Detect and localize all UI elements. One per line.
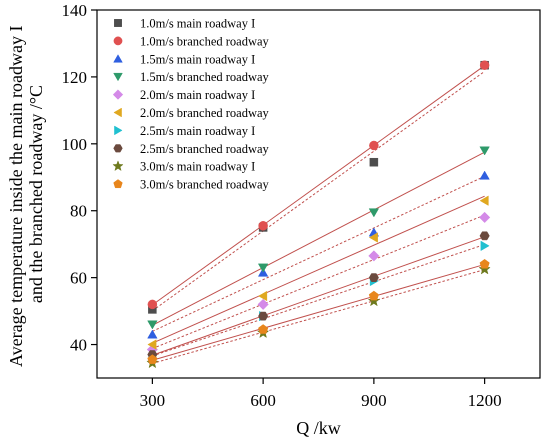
- fit-line: [152, 151, 485, 326]
- fit-line: [152, 214, 485, 350]
- data-point: [258, 324, 269, 334]
- legend-label: 1.5m/s branched roadway: [140, 70, 270, 84]
- data-point: [368, 273, 379, 282]
- y-tick-label: 60: [70, 269, 87, 288]
- data-point: [369, 157, 379, 167]
- y-axis-title: Average temperature inside the main road…: [6, 21, 46, 367]
- fit-line: [152, 65, 485, 306]
- data-point: [478, 262, 491, 275]
- data-markers: [146, 60, 491, 369]
- x-tick-label: 300: [140, 391, 166, 410]
- data-point: [368, 208, 380, 218]
- data-point: [479, 60, 490, 70]
- axis-ticks: 300 600 900 1200 40 60 80 100 120 140: [62, 1, 502, 410]
- legend-marker: [113, 54, 123, 63]
- legend-marker: [113, 72, 123, 82]
- plot-frame: [96, 9, 541, 379]
- data-point: [147, 320, 158, 330]
- y-tick-label: 40: [70, 336, 87, 355]
- data-point: [147, 299, 158, 310]
- data-point: [368, 290, 379, 301]
- data-point: [479, 211, 491, 224]
- data-point: [147, 354, 158, 364]
- legend-marker: [113, 36, 123, 46]
- data-point: [368, 232, 378, 243]
- data-point: [367, 294, 381, 307]
- fit-line: [152, 236, 485, 356]
- data-point: [258, 221, 268, 231]
- y-tick-label: 140: [62, 1, 88, 20]
- legend-label: 1.0m/s branched roadway: [140, 34, 270, 48]
- legend-marker: [112, 160, 124, 172]
- legend-marker: [112, 89, 124, 100]
- legend-label: 3.0m/s main roadway I: [140, 160, 255, 174]
- fit-lines: [152, 65, 485, 364]
- y-tick-label: 120: [62, 68, 88, 87]
- x-axis-title: Q /kw: [296, 418, 341, 438]
- legend-marker: [113, 179, 123, 189]
- x-tick-label: 600: [250, 391, 276, 410]
- legend-marker: [113, 107, 122, 118]
- data-point: [479, 258, 490, 269]
- legend-marker: [114, 19, 122, 27]
- fit-line: [152, 263, 485, 361]
- fit-line: [152, 195, 485, 344]
- x-tick-label: 1200: [468, 391, 502, 410]
- legend-marker: [114, 125, 123, 136]
- fit-line: [152, 269, 485, 364]
- legend-label: 1.5m/s main roadway I: [140, 52, 255, 66]
- data-point: [479, 231, 490, 241]
- legend-marker: [113, 144, 123, 153]
- data-point: [147, 339, 157, 350]
- y-axis-title-line-2: and the branched roadway /°C: [26, 85, 46, 303]
- data-point: [479, 170, 490, 180]
- x-tick-label: 900: [361, 391, 387, 410]
- legend-label: 2.0m/s main roadway I: [140, 88, 255, 102]
- data-point: [479, 195, 489, 206]
- legend-label: 2.5m/s branched roadway: [140, 142, 270, 156]
- y-tick-label: 80: [70, 202, 87, 221]
- data-point: [257, 298, 269, 311]
- y-axis-title-line-1: Average temperature inside the main road…: [6, 25, 26, 367]
- legend-label: 2.0m/s branched roadway: [140, 106, 270, 120]
- data-point: [480, 240, 490, 252]
- fit-line: [152, 244, 485, 357]
- legend-label: 3.0m/s branched roadway: [140, 178, 270, 192]
- fit-line: [152, 175, 485, 332]
- data-point: [369, 140, 379, 151]
- legend-label: 2.5m/s main roadway I: [140, 124, 255, 138]
- legend-label: 1.0m/s main roadway I: [140, 17, 255, 31]
- data-point: [258, 311, 269, 321]
- data-point: [147, 329, 158, 339]
- fit-line: [152, 70, 485, 312]
- data-point: [479, 146, 490, 156]
- y-tick-label: 100: [62, 135, 88, 154]
- data-point: [258, 290, 268, 302]
- legend: 1.0m/s main roadway I 1.0m/s branched roa…: [112, 17, 270, 192]
- data-point: [368, 250, 380, 262]
- data-point: [257, 263, 269, 273]
